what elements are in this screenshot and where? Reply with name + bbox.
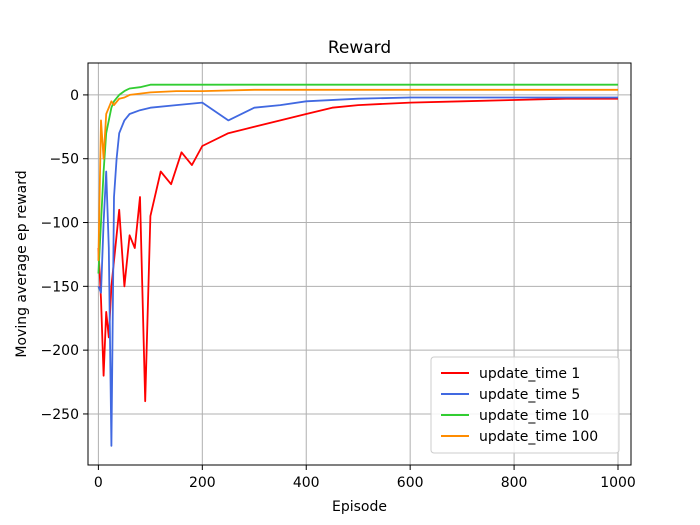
x-tick-label: 400: [293, 475, 320, 491]
y-tick-label: −100: [41, 216, 79, 232]
legend-label: update_time 10: [479, 408, 589, 424]
series-line-update_time-10: [97, 83, 618, 274]
x-tick-label: 200: [189, 475, 216, 491]
legend-label: update_time 100: [479, 429, 598, 445]
grid: [88, 63, 631, 465]
legend-box: [430, 356, 620, 454]
series-line-update_time-1: [97, 97, 618, 403]
x-tick-label: 600: [397, 475, 424, 491]
x-tick-label: 800: [501, 475, 528, 491]
legend-label: update_time 5: [479, 387, 580, 403]
chart-title: Reward: [328, 38, 391, 58]
x-axis-label: Episode: [332, 499, 387, 515]
plot-frame: [87, 62, 632, 466]
series-line-update_time-5: [97, 96, 618, 447]
y-tick-label: −150: [41, 279, 79, 295]
axis-ticks: 0 200 400 600 800 1000 0 −50 −100 −150 −200 −250: [41, 88, 636, 491]
series-line-update_time-100: [97, 88, 618, 261]
series-lines: [97, 83, 618, 447]
x-tick-label: 0: [94, 475, 103, 491]
x-tick-label: 1000: [600, 475, 636, 491]
y-axis-label: Moving average ep reward: [14, 170, 30, 357]
legend-label: update_time 1: [479, 366, 580, 382]
y-tick-label: −200: [41, 343, 79, 359]
y-tick-label: 0: [70, 88, 79, 104]
legend: update_time 1 update_time 5 update_time 10…: [430, 356, 620, 454]
y-tick-label: −250: [41, 407, 79, 423]
y-tick-label: −50: [49, 152, 79, 168]
